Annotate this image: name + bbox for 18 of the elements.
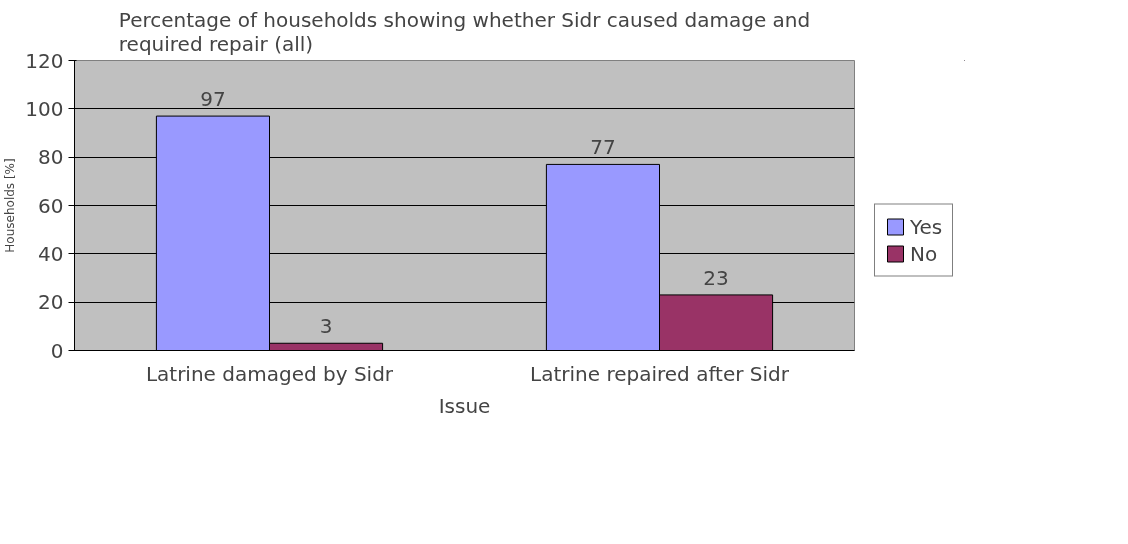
y-tick-label: 40: [38, 241, 64, 266]
y-tick-label: 100: [25, 96, 64, 121]
y-tick-label: 120: [25, 48, 64, 73]
y-tick-label: 20: [38, 290, 64, 315]
y-tick-label: 60: [38, 193, 64, 218]
data-label: 97: [200, 87, 226, 112]
y-tick-label: 80: [38, 145, 64, 170]
x-axis-title: Issue: [438, 393, 491, 418]
data-label: 23: [703, 265, 729, 290]
x-tick-label: Latrine damaged by Sidr: [145, 361, 394, 386]
legend-label: Yes: [910, 214, 943, 239]
chart-title: Percentage of households showing whether Sidr caused damage and required repair (all): [118, 7, 811, 56]
data-label: 77: [590, 135, 616, 160]
data-label: 3: [319, 314, 333, 339]
legend-label: No: [910, 241, 938, 266]
y-axis-title: Households [%]: [3, 158, 18, 253]
y-tick-label: 0: [50, 338, 64, 363]
x-tick-label: Latrine repaired after Sidr: [530, 361, 790, 386]
